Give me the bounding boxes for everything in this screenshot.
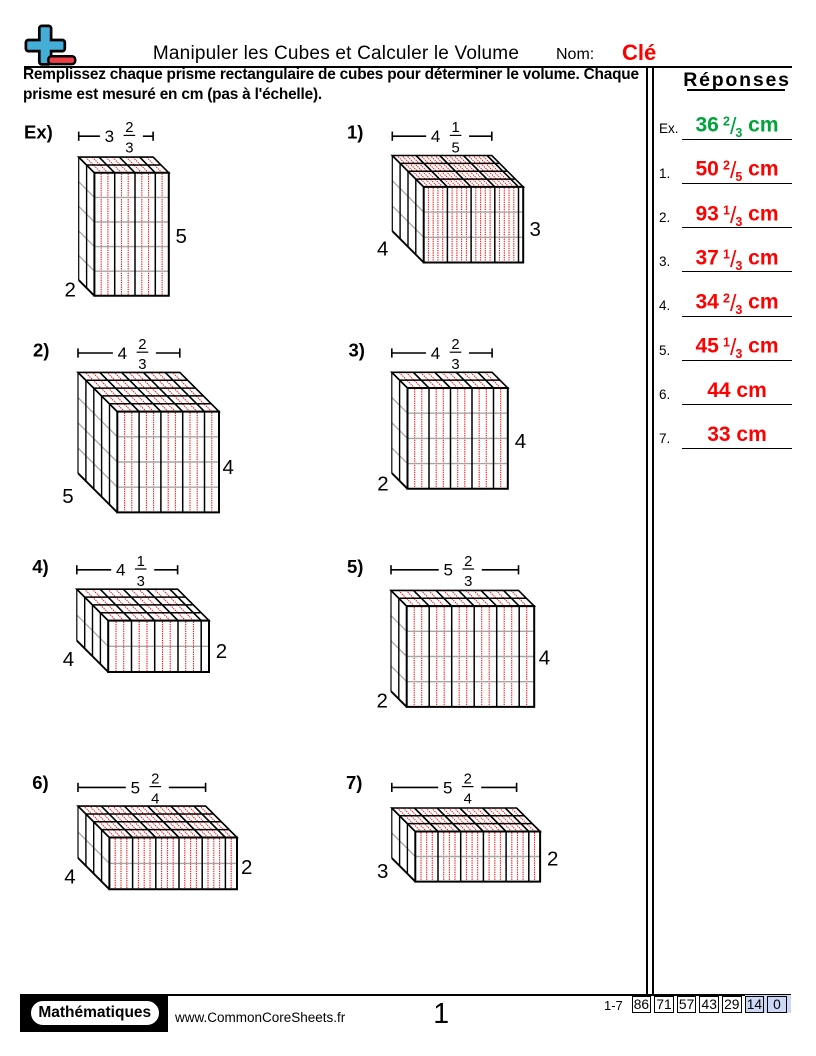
svg-text:2: 2: [377, 473, 388, 496]
svg-text:5: 5: [131, 778, 140, 797]
svg-text:4: 4: [63, 648, 74, 671]
svg-text:4: 4: [539, 646, 550, 669]
svg-text:3): 3): [349, 339, 365, 360]
svg-text:2: 2: [241, 856, 252, 879]
svg-text:4: 4: [223, 456, 234, 479]
svg-text:2: 2: [547, 848, 558, 871]
svg-text:5: 5: [451, 140, 459, 156]
svg-text:3: 3: [137, 574, 145, 590]
svg-text:5: 5: [443, 561, 452, 580]
svg-text:4: 4: [464, 792, 472, 808]
svg-text:4): 4): [32, 556, 48, 577]
svg-text:3: 3: [464, 574, 472, 590]
svg-text:3: 3: [138, 357, 146, 373]
svg-text:2: 2: [451, 337, 459, 353]
svg-text:5: 5: [62, 485, 73, 508]
svg-text:2): 2): [33, 339, 49, 360]
svg-text:4: 4: [64, 866, 75, 889]
svg-text:4: 4: [431, 127, 440, 146]
svg-text:3: 3: [105, 127, 114, 146]
svg-text:4: 4: [118, 344, 127, 363]
svg-text:7): 7): [346, 772, 362, 793]
svg-text:5: 5: [176, 225, 187, 248]
svg-text:4: 4: [377, 238, 388, 261]
svg-text:5: 5: [443, 778, 452, 797]
svg-text:3: 3: [377, 860, 388, 883]
svg-text:2: 2: [125, 120, 133, 136]
svg-text:3: 3: [125, 140, 133, 156]
svg-text:1: 1: [451, 120, 459, 136]
svg-text:4: 4: [116, 561, 125, 580]
svg-text:2: 2: [464, 554, 472, 570]
svg-text:3: 3: [451, 357, 459, 373]
svg-text:5): 5): [347, 556, 363, 577]
svg-text:2: 2: [464, 771, 472, 787]
svg-text:Ex): Ex): [24, 122, 53, 143]
svg-text:6): 6): [32, 772, 48, 793]
svg-text:3: 3: [530, 218, 541, 241]
svg-text:1: 1: [137, 554, 145, 570]
svg-text:2: 2: [151, 771, 159, 787]
svg-text:4: 4: [515, 430, 526, 453]
svg-text:4: 4: [151, 792, 159, 808]
svg-text:4: 4: [431, 344, 440, 363]
svg-text:2: 2: [65, 279, 76, 302]
svg-text:1): 1): [347, 122, 363, 143]
svg-text:2: 2: [138, 337, 146, 353]
svg-text:2: 2: [216, 640, 227, 663]
svg-text:2: 2: [377, 690, 388, 713]
